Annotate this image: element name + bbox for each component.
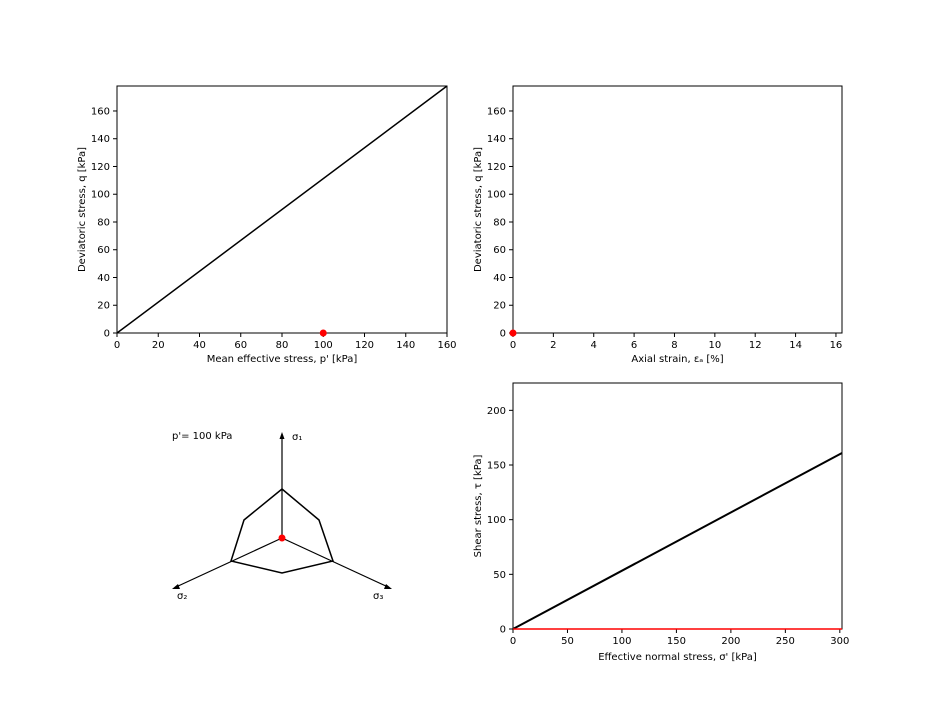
q-strain-y-tick-label: 40 [493, 273, 506, 284]
q-strain-plot-frame [512, 85, 843, 334]
qp-x-tick-label: 20 [152, 340, 165, 351]
mohr-y-tick-label: 150 [487, 461, 506, 472]
qp-data-point [319, 329, 327, 337]
qp-x-tick-label: 60 [234, 340, 247, 351]
q-strain-y-tick-label: 120 [487, 162, 506, 173]
q-strain-x-tick-label: 6 [631, 340, 637, 351]
q-strain-data-point [509, 329, 517, 337]
q-strain-x-tick-label: 16 [830, 340, 843, 351]
qp-series [116, 85, 448, 337]
qp-y-tick-label: 20 [97, 301, 110, 312]
q-strain-y-tick-label: 60 [493, 245, 506, 256]
q-strain-y-tick-label: 80 [493, 217, 506, 228]
mohr-x-tick-label: 0 [510, 636, 516, 647]
mohr-x-label: Effective normal stress, σ' [kPa] [598, 652, 757, 663]
q-strain-x-tick-label: 10 [708, 340, 721, 351]
sigma2-label: σ₂ [177, 591, 187, 602]
qp-x-tick-label: 140 [396, 340, 415, 351]
qp-x-tick-label: 160 [437, 340, 456, 351]
mohr-x-tick-label: 100 [612, 636, 631, 647]
qp-series-line [116, 85, 448, 334]
q-strain-plot: 0 2 4 6 8 10 12 14 16 0 20 40 60 80 100 120 140 160 Axia… [473, 85, 843, 365]
qp-y-tick-label: 0 [104, 329, 110, 340]
sigma1-label: σ₁ [292, 432, 302, 443]
q-strain-x-tick-label: 0 [510, 340, 516, 351]
mohr-series-line [512, 452, 843, 630]
qp-x-tick-label: 0 [114, 340, 120, 351]
pi-plane-diagram: p'= 100 kPa σ₁ σ₂ σ₃ [172, 431, 392, 602]
mohr-x-tick-label: 300 [830, 636, 849, 647]
sigma1-arrow-icon [279, 432, 285, 439]
mohr-x-tick-label: 50 [561, 636, 574, 647]
q-strain-x-tick-label: 2 [550, 340, 556, 351]
mohr-plot: 0 50 100 150 200 250 300 0 50 100 150 200 Effectiv… [473, 382, 849, 663]
mohr-y-label: Shear stress, τ [kPa] [473, 455, 484, 558]
qp-x-tick-label: 120 [355, 340, 374, 351]
qp-x-ticks: 0 20 40 60 80 100 120 140 160 [114, 333, 457, 351]
mohr-y-tick-label: 100 [487, 515, 506, 526]
sigma3-arrow-icon [384, 584, 392, 589]
yield-surface [230, 488, 334, 574]
mohr-y-tick-label: 0 [500, 625, 506, 636]
mohr-y-tick-label: 50 [493, 570, 506, 581]
q-strain-series [509, 329, 517, 337]
qp-y-tick-label: 80 [97, 217, 110, 228]
qp-x-tick-label: 40 [193, 340, 206, 351]
sigma3-axis [281, 537, 389, 588]
qp-y-tick-label: 100 [91, 190, 110, 201]
q-strain-y-label: Deviatoric stress, q [kPa] [473, 147, 484, 272]
qp-x-label: Mean effective stress, p' [kPa] [207, 354, 358, 365]
sigma2-axis [175, 537, 283, 588]
mohr-plot-frame [512, 382, 843, 630]
q-strain-y-tick-label: 100 [487, 190, 506, 201]
qp-y-tick-label: 120 [91, 162, 110, 173]
q-strain-x-tick-label: 8 [671, 340, 677, 351]
qp-plot: 0 20 40 60 80 100 120 140 160 0 20 40 60 80 100 120 140… [77, 85, 457, 365]
q-strain-x-tick-label: 14 [789, 340, 802, 351]
mohr-x-tick-label: 200 [721, 636, 740, 647]
qp-y-tick-label: 140 [91, 134, 110, 145]
qp-y-tick-label: 160 [91, 106, 110, 117]
qp-y-label: Deviatoric stress, q [kPa] [77, 147, 88, 272]
sigma2-arrow-icon [172, 584, 180, 589]
qp-x-tick-label: 100 [314, 340, 333, 351]
mohr-y-tick-label: 200 [487, 406, 506, 417]
q-strain-y-tick-label: 160 [487, 106, 506, 117]
pi-plane-annotation: p'= 100 kPa [172, 431, 232, 442]
stress-point-marker [278, 534, 286, 542]
sigma3-label: σ₃ [373, 591, 383, 602]
mohr-series [512, 452, 843, 630]
qp-y-tick-label: 60 [97, 245, 110, 256]
q-strain-y-tick-label: 140 [487, 134, 506, 145]
mohr-x-tick-label: 150 [667, 636, 686, 647]
qp-y-ticks: 0 20 40 60 80 100 120 140 160 [91, 106, 117, 340]
q-strain-x-label: Axial strain, εₐ [%] [631, 354, 723, 365]
q-strain-x-tick-label: 12 [749, 340, 762, 351]
q-strain-y-tick-label: 0 [500, 329, 506, 340]
mohr-y-ticks: 0 50 100 150 200 [487, 406, 513, 636]
qp-x-tick-label: 80 [276, 340, 289, 351]
q-strain-x-ticks: 0 2 4 6 8 10 12 14 16 [510, 333, 842, 351]
q-strain-x-tick-label: 4 [591, 340, 597, 351]
q-strain-y-tick-label: 20 [493, 301, 506, 312]
mohr-x-tick-label: 250 [776, 636, 795, 647]
qp-y-tick-label: 40 [97, 273, 110, 284]
